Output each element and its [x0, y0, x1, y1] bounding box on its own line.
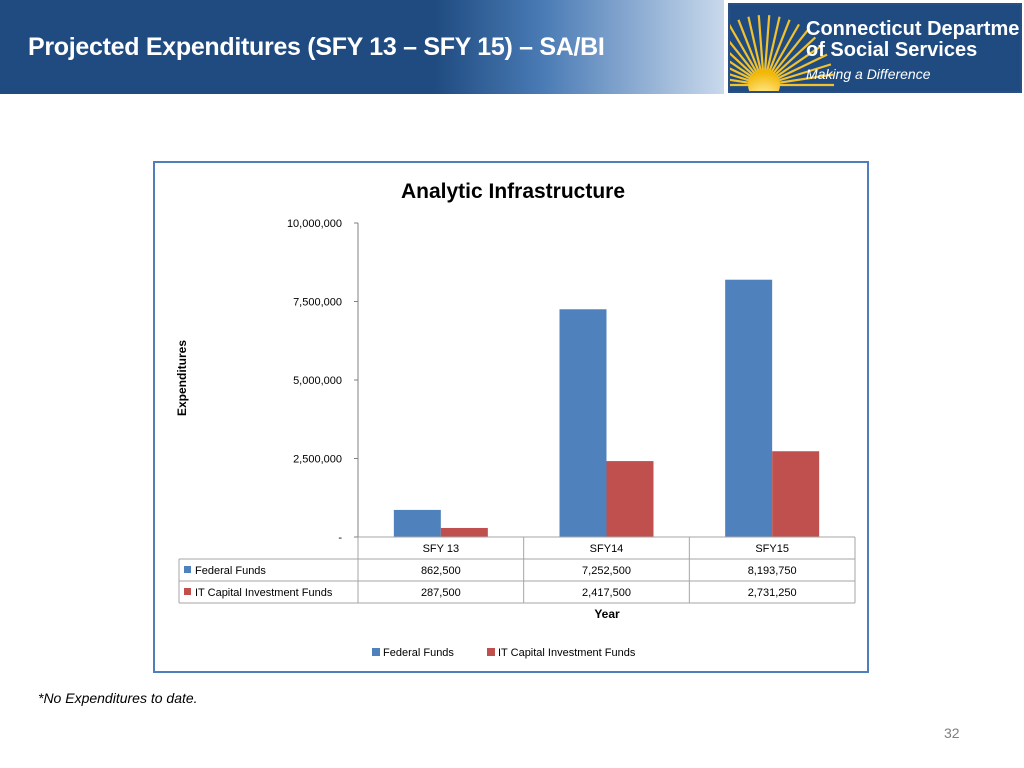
logo-panel: Connecticut Department of Social Service… [694, 3, 1024, 101]
page-number: 32 [944, 725, 960, 741]
y-axis-label: Expenditures [175, 340, 189, 416]
data-label: 8,193,750 [748, 565, 797, 577]
bar-it-capital-investment-funds-sfy15 [772, 451, 820, 537]
data-label: 2,731,250 [748, 587, 797, 599]
bar-it-capital-investment-funds-sfy-13 [440, 527, 488, 537]
logo-line1: Connecticut Department [806, 18, 1020, 40]
table-legend-key [184, 588, 191, 595]
data-label: 287,500 [421, 587, 461, 599]
x-axis-label: Year [594, 607, 620, 621]
legend-entry: Federal Funds [383, 647, 454, 659]
slide-header: Projected Expenditures (SFY 13 – SFY 15)… [0, 0, 1024, 101]
chart-title: Analytic Infrastructure [401, 180, 625, 203]
header-band [0, 0, 724, 94]
legend-entry: IT Capital Investment Funds [498, 647, 636, 659]
legend-swatch [487, 648, 495, 656]
legend-swatch [372, 648, 380, 656]
y-tick-label: 10,000,000 [287, 218, 342, 230]
data-label: 7,252,500 [582, 565, 631, 577]
y-tick-label: - [338, 532, 342, 544]
bar-federal-funds-sfy15 [725, 279, 773, 537]
table-legend-key [184, 566, 191, 573]
bar-federal-funds-sfy14 [559, 309, 607, 537]
y-tick-label: 2,500,000 [293, 454, 342, 466]
bar-chart: Analytic Infrastructure Expenditures - 2,… [175, 180, 856, 659]
bar-it-capital-investment-funds-sfy14 [606, 461, 654, 537]
sunburst-icon: Connecticut Department of Social Service… [694, 15, 1024, 101]
table-series-name: IT Capital Investment Funds [195, 587, 333, 599]
y-tick-label: 7,500,000 [293, 297, 342, 309]
footnote: *No Expenditures to date. [38, 690, 198, 706]
logo-line2: of Social Services [806, 39, 977, 61]
y-tick-label: 5,000,000 [293, 375, 342, 387]
logo-tagline: Making a Difference [806, 66, 931, 82]
dss-logo: Connecticut Department of Social Service… [694, 0, 1024, 101]
x-tick-label: SFY14 [590, 543, 624, 555]
data-label: 2,417,500 [582, 587, 631, 599]
data-label: 862,500 [421, 565, 461, 577]
x-tick-label: SFY 13 [423, 543, 460, 555]
x-tick-label: SFY15 [755, 543, 789, 555]
slide-title: Projected Expenditures (SFY 13 – SFY 15)… [28, 33, 605, 61]
chart-frame: Analytic Infrastructure Expenditures - 2,… [153, 161, 869, 673]
bar-federal-funds-sfy-13 [393, 509, 441, 537]
table-series-name: Federal Funds [195, 565, 266, 577]
